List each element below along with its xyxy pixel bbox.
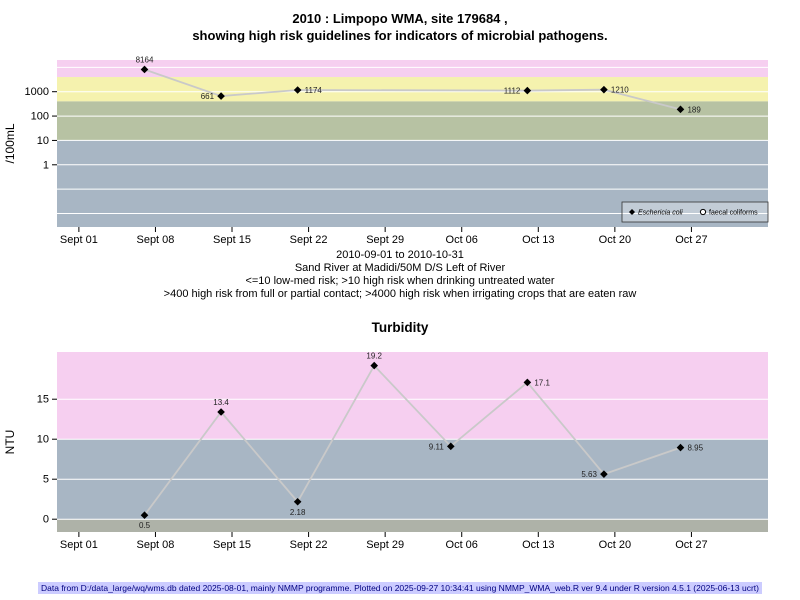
legend-diamond-icon [629,209,635,215]
point-value-label: 1210 [611,86,629,95]
point-value-label: 661 [201,92,215,101]
chart-captions: 2010-09-01 to 2010-10-31 Sand River at M… [0,249,800,301]
turbidity-chart: Sept 01 Sept 08 Sept 15 Sept 22 Sept 29 Oct 0… [3,352,768,551]
y-tick-label: 1 [43,159,49,171]
page-title-line1: 2010 : Limpopo WMA, site 179684 , [292,11,508,26]
y-tick-label: 0 [43,514,49,526]
data-point-marker [446,442,455,451]
caption-guideline-drinking: <=10 low-med risk; >10 high risk when dr… [245,275,555,287]
data-point-marker [217,408,225,416]
point-value-label: 19.2 [366,352,382,361]
x-tick-label: Sept 01 [60,539,98,551]
risk-band [57,352,768,440]
x-tick-label: Oct 20 [599,539,631,551]
point-value-label: 17.1 [534,378,550,387]
y-tick-label: 5 [43,474,49,486]
risk-band [57,519,768,532]
page-title-line2: showing high risk guidelines for indicat… [192,28,608,43]
data-point-marker [370,361,379,370]
x-tick-label: Oct 27 [675,539,707,551]
risk-band [57,60,768,78]
y-axis-title: /100mL [3,123,17,163]
data-point-marker [217,92,225,100]
y-tick-label: 10 [37,434,49,446]
point-value-label: 8.95 [687,444,703,453]
data-point-marker [676,105,685,114]
point-value-label: 8164 [136,55,154,64]
point-value-label: 9.11 [429,442,445,451]
data-point-marker [523,378,532,387]
turbidity-title: Turbidity [371,320,429,335]
x-tick-label: Sept 15 [213,234,251,246]
page-title: 2010 : Limpopo WMA, site 179684 , showin… [0,10,800,44]
footer-note: Data from D:/data_large/wq/wms.db dated … [38,582,762,594]
y-tick-label: 1000 [25,86,49,98]
point-value-label: 0.5 [139,521,151,530]
x-tick-label: Oct 20 [599,234,631,246]
caption-guideline-contact: >400 high risk from full or partial cont… [163,288,637,300]
ecoli-chart: Sept 01 Sept 08 Sept 15 Sept 22 Sept 29 Oct 0… [3,55,769,246]
data-point-marker [676,443,685,452]
x-tick-label: Oct 13 [522,234,554,246]
data-point-marker [600,85,608,94]
y-tick-label: 10 [37,135,49,147]
caption-site: Sand River at Madidi/50M D/S Left of Riv… [294,262,506,274]
y-tick-label: 15 [37,394,49,406]
risk-band [57,140,768,227]
data-point-marker [293,497,302,506]
point-value-label: 2.18 [290,508,306,517]
legend-item-label: faecal coliforms [709,210,758,217]
series-line [144,68,681,111]
risk-band [57,77,768,102]
point-value-label: 5.63 [581,470,597,479]
x-tick-label: Sept 29 [366,539,404,551]
data-point-marker [600,470,608,478]
point-value-label: 1174 [305,86,323,95]
data-point-marker [140,65,149,74]
legend-item-label: Eschericia coli [638,210,683,217]
x-tick-label: Oct 06 [446,539,478,551]
risk-band [57,101,768,141]
data-point-marker [140,511,149,519]
x-tick-label: Sept 08 [136,539,174,551]
x-tick-label: Oct 27 [675,234,707,246]
data-point-marker [523,86,532,95]
x-tick-label: Sept 01 [60,234,98,246]
footer: Data from D:/data_large/wq/wms.db dated … [0,582,800,594]
x-tick-label: Oct 13 [522,539,554,551]
legend-box [621,201,769,223]
point-value-label: 13.4 [213,398,229,407]
point-value-label: 1112 [504,87,521,96]
x-tick-label: Sept 22 [290,234,328,246]
series-line [143,364,681,516]
y-axis-title: NTU [3,430,17,455]
x-tick-label: Sept 15 [213,539,251,551]
x-tick-label: Sept 29 [366,234,404,246]
caption-date-range: 2010-09-01 to 2010-10-31 [336,249,464,261]
point-value-label: 189 [687,105,701,114]
y-tick-label: 100 [31,111,49,123]
x-tick-label: Sept 22 [290,539,328,551]
x-tick-label: Sept 08 [136,234,174,246]
legend-circle-icon [699,208,707,216]
x-tick-label: Oct 06 [446,234,478,246]
